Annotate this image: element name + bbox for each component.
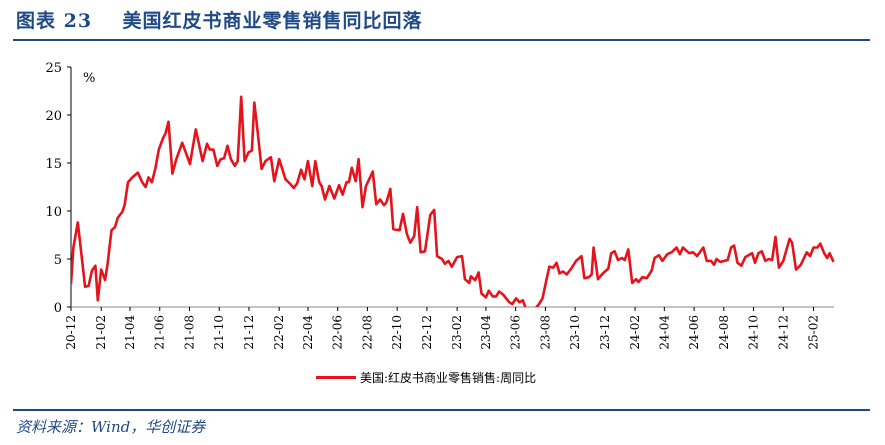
x-tick-label: 21-08 [182,315,196,350]
y-tick-label: 25 [45,61,62,76]
x-tick-label: 21-02 [94,315,108,350]
x-tick-label: 23-10 [568,315,582,350]
x-tick-label: 24-04 [657,315,671,350]
x-tick-label: 25-02 [807,315,821,350]
x-tick-label: 23-08 [538,315,552,350]
x-tick-label: 21-04 [123,315,137,350]
x-tick-label: 22-08 [360,315,374,350]
y-tick-label: 0 [54,301,62,316]
y-tick-label: 15 [45,157,62,172]
title-divider [13,39,870,41]
y-axis: 0 5 10 15 20 25 [45,61,72,316]
x-tick-label: 23-04 [479,315,493,350]
legend: 美国:红皮书商业零售销售:周同比 [316,369,536,386]
line-chart: 0 5 10 15 20 25 20-12 21-02 21-04 21-06 21-08 21-1… [45,61,835,350]
x-axis: 20-12 21-02 21-04 21-06 21-08 21-10 21-12 22-02… [64,306,834,350]
unit-label: % [83,71,95,86]
x-tick-label: 22-06 [331,315,345,350]
y-tick-label: 20 [45,109,62,124]
x-tick-label: 23-06 [509,315,523,350]
x-tick-label: 21-12 [242,315,256,350]
source-note: 资料来源：Wind，华创证券 [16,418,206,436]
x-tick-label: 23-02 [450,315,464,350]
y-tick-label: 5 [54,253,62,268]
x-tick-label: 23-12 [598,315,612,350]
series-line [71,95,835,307]
legend-label: 美国:红皮书商业零售销售:周同比 [360,371,537,385]
x-tick-label: 20-12 [64,315,78,350]
x-tick-label: 21-06 [153,315,167,350]
x-tick-label: 24-10 [747,315,761,350]
x-tick-label: 22-10 [390,315,404,350]
bottom-divider [13,409,870,411]
x-tick-label: 22-04 [301,315,315,350]
x-tick-label: 22-12 [420,315,434,350]
x-tick-label: 24-12 [776,315,790,350]
x-tick-label: 24-06 [687,315,701,350]
y-tick-label: 10 [45,205,62,220]
x-tick-label: 22-02 [272,315,286,350]
x-tick-label: 24-08 [717,315,731,350]
figure-title: 图表 23 美国红皮书商业零售销售同比回落 [16,10,423,32]
x-tick-label: 21-10 [212,315,226,350]
legend-swatch [316,376,356,379]
x-tick-label: 24-02 [628,315,642,350]
